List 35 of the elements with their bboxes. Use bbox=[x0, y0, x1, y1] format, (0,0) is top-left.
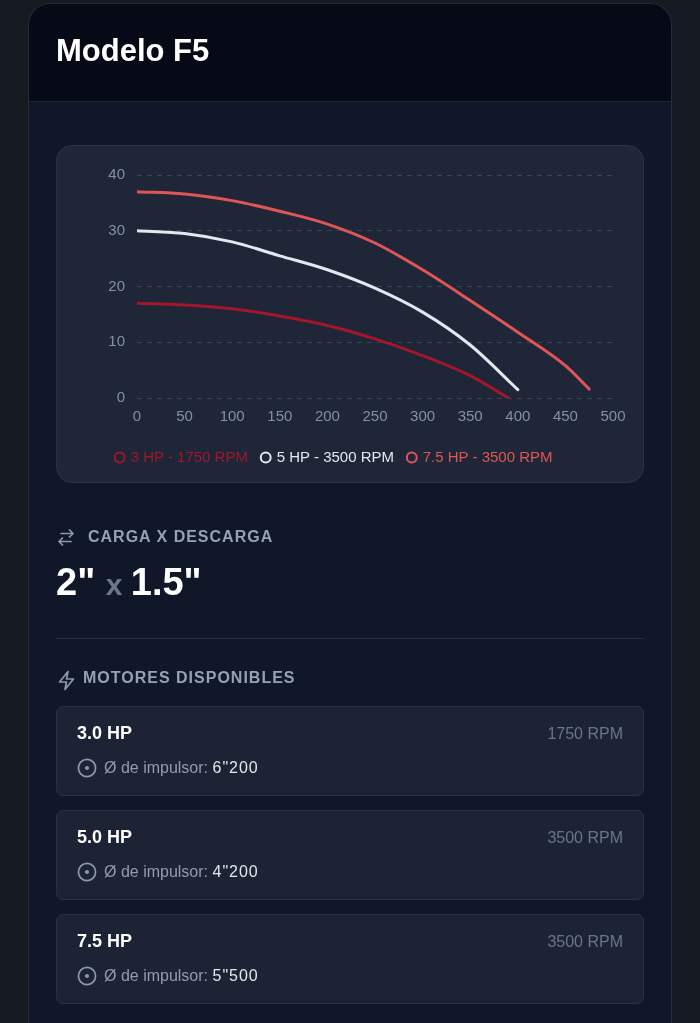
x-tick-label: 150 bbox=[267, 407, 293, 425]
text: 7.5 HP bbox=[77, 931, 133, 951]
y-tick-label: 10 bbox=[108, 332, 125, 350]
text: 3500 RPM bbox=[547, 933, 623, 950]
line-series bbox=[137, 301, 510, 398]
text: 3500 RPM bbox=[547, 829, 623, 846]
text: Ø de impulsor: 6"200 bbox=[104, 759, 259, 776]
text: 1750 RPM bbox=[547, 725, 623, 742]
legend-label: 3 HP - 1750 RPM bbox=[130, 447, 248, 465]
y-tick-label: 0 bbox=[116, 388, 125, 406]
line-series bbox=[137, 229, 520, 392]
text: CARGA X DESCARGA bbox=[88, 528, 274, 545]
x-tick-label: 100 bbox=[219, 407, 245, 425]
y-tick-label: 20 bbox=[108, 276, 125, 294]
x-tick-label: 250 bbox=[362, 407, 388, 425]
y-tick-label: 30 bbox=[108, 220, 125, 238]
x-tick-label: 350 bbox=[457, 407, 483, 425]
text: Ø de impulsor: 5"500 bbox=[104, 967, 259, 984]
chart-title: Modelo F5 bbox=[56, 33, 210, 68]
y-tick-label: 40 bbox=[108, 165, 125, 183]
x-tick-label: 400 bbox=[505, 407, 531, 425]
x-tick-label: 500 bbox=[600, 407, 626, 425]
x-tick-label: 450 bbox=[552, 407, 578, 425]
text: MOTORES DISPONIBLES bbox=[83, 669, 296, 686]
line-series bbox=[137, 190, 591, 391]
text: 3.0 HP bbox=[77, 723, 133, 743]
text: 2" x 1.5" bbox=[56, 561, 202, 603]
legend-label: 5 HP - 3500 RPM bbox=[276, 447, 394, 465]
x-tick-label: 50 bbox=[176, 407, 193, 425]
text: 5.0 HP bbox=[77, 827, 133, 847]
x-tick-label: 200 bbox=[314, 407, 340, 425]
text: Ø de impulsor: 4"200 bbox=[104, 863, 259, 880]
x-tick-label: 300 bbox=[410, 407, 436, 425]
legend-label: 7.5 HP - 3500 RPM bbox=[422, 447, 553, 465]
x-tick-label: 0 bbox=[132, 407, 142, 425]
